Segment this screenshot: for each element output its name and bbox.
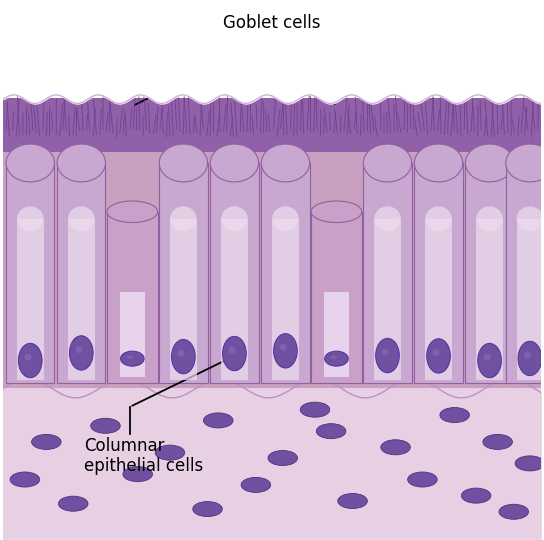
- Ellipse shape: [177, 350, 184, 356]
- Ellipse shape: [325, 351, 348, 366]
- Polygon shape: [120, 292, 145, 377]
- Ellipse shape: [381, 440, 410, 455]
- Polygon shape: [272, 219, 299, 380]
- Ellipse shape: [425, 206, 452, 231]
- Ellipse shape: [363, 144, 412, 182]
- Ellipse shape: [374, 206, 401, 231]
- Ellipse shape: [311, 201, 362, 222]
- Ellipse shape: [440, 408, 469, 423]
- Ellipse shape: [193, 502, 222, 517]
- Ellipse shape: [272, 206, 299, 231]
- Ellipse shape: [477, 206, 503, 231]
- Ellipse shape: [466, 144, 514, 182]
- Ellipse shape: [6, 144, 54, 182]
- Ellipse shape: [76, 346, 83, 353]
- Ellipse shape: [10, 472, 40, 487]
- Polygon shape: [311, 212, 362, 383]
- Text: Columnar
epithelial cells: Columnar epithelial cells: [84, 436, 203, 475]
- Text: Goblet cells: Goblet cells: [223, 14, 321, 32]
- Polygon shape: [221, 219, 248, 380]
- Ellipse shape: [300, 402, 330, 417]
- Ellipse shape: [483, 434, 512, 449]
- Ellipse shape: [58, 496, 88, 511]
- Ellipse shape: [518, 341, 542, 376]
- Ellipse shape: [222, 336, 246, 371]
- Ellipse shape: [171, 340, 195, 374]
- Ellipse shape: [524, 352, 531, 359]
- Polygon shape: [363, 163, 412, 383]
- Ellipse shape: [338, 494, 367, 509]
- Ellipse shape: [126, 356, 133, 359]
- Polygon shape: [506, 163, 544, 383]
- Ellipse shape: [280, 344, 287, 351]
- Ellipse shape: [432, 349, 440, 356]
- Ellipse shape: [499, 504, 529, 519]
- Polygon shape: [68, 219, 95, 380]
- Polygon shape: [324, 292, 349, 377]
- Polygon shape: [517, 219, 543, 380]
- Ellipse shape: [17, 206, 44, 231]
- Polygon shape: [107, 212, 158, 383]
- Ellipse shape: [241, 477, 271, 492]
- Ellipse shape: [24, 354, 32, 361]
- Polygon shape: [210, 163, 258, 383]
- Ellipse shape: [203, 413, 233, 428]
- Ellipse shape: [107, 201, 158, 222]
- Ellipse shape: [155, 445, 185, 460]
- Polygon shape: [374, 219, 401, 380]
- Ellipse shape: [331, 356, 338, 359]
- Ellipse shape: [170, 206, 196, 231]
- Ellipse shape: [426, 339, 450, 373]
- Ellipse shape: [221, 206, 248, 231]
- Ellipse shape: [123, 467, 152, 482]
- Polygon shape: [477, 219, 503, 380]
- Ellipse shape: [381, 349, 388, 355]
- Polygon shape: [466, 163, 514, 383]
- Polygon shape: [57, 163, 106, 383]
- Ellipse shape: [121, 351, 144, 366]
- Ellipse shape: [461, 488, 491, 503]
- Ellipse shape: [32, 434, 61, 449]
- Ellipse shape: [506, 144, 544, 182]
- Polygon shape: [3, 388, 541, 538]
- Ellipse shape: [376, 339, 399, 373]
- Polygon shape: [17, 219, 44, 380]
- Ellipse shape: [18, 343, 42, 377]
- Ellipse shape: [70, 336, 93, 370]
- Ellipse shape: [228, 347, 236, 354]
- Polygon shape: [425, 219, 452, 380]
- Ellipse shape: [478, 343, 502, 378]
- Ellipse shape: [274, 334, 297, 368]
- Polygon shape: [159, 163, 207, 383]
- Ellipse shape: [261, 144, 310, 182]
- Polygon shape: [415, 163, 463, 383]
- Ellipse shape: [484, 354, 491, 361]
- Ellipse shape: [316, 424, 346, 438]
- Ellipse shape: [415, 144, 463, 182]
- Polygon shape: [3, 98, 541, 152]
- Ellipse shape: [517, 206, 543, 231]
- Ellipse shape: [407, 472, 437, 487]
- Polygon shape: [261, 163, 310, 383]
- Ellipse shape: [159, 144, 207, 182]
- Ellipse shape: [68, 206, 95, 231]
- Ellipse shape: [91, 418, 120, 433]
- Polygon shape: [3, 136, 541, 388]
- Ellipse shape: [57, 144, 106, 182]
- Polygon shape: [170, 219, 196, 380]
- Polygon shape: [6, 163, 54, 383]
- Ellipse shape: [268, 450, 298, 465]
- Ellipse shape: [210, 144, 258, 182]
- Ellipse shape: [515, 456, 544, 471]
